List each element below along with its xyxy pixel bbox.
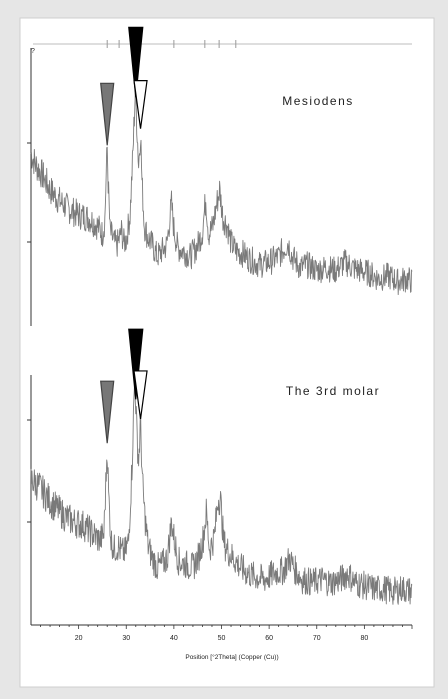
- top-axis-markers: [106, 40, 237, 48]
- panel-2-spectrum-line: [30, 372, 413, 605]
- x-axis: 20 30 40 50 60 70 80 Position [°2Theta] (Coppe…: [31, 624, 413, 661]
- panel-2-arrow-black: [128, 328, 144, 400]
- panel-1-arrow-white: [133, 80, 148, 129]
- x-tick-label-60: 60: [265, 635, 273, 642]
- x-tick-label-30: 30: [122, 635, 130, 642]
- figure-background: [19, 17, 435, 688]
- panel-2-arrow-white: [133, 370, 148, 420]
- x-axis-title: Position [°2Theta] (Copper (Cu)): [185, 653, 278, 661]
- panel-1-arrow-black: [128, 26, 144, 98]
- x-axis-ticks: 20 30 40 50 60 70 80: [40, 625, 413, 642]
- corner-label: ?: [31, 48, 35, 55]
- panel-2-arrow-grey: [100, 380, 115, 444]
- x-tick-label-50: 50: [218, 635, 226, 642]
- x-tick-label-20: 20: [75, 635, 83, 642]
- panel-1: Mesiodens: [27, 26, 413, 326]
- panel-2: The 3rd molar: [27, 328, 413, 625]
- panel-2-label: The 3rd molar: [286, 384, 380, 398]
- spectra-panels: Mesiodens The 3rd molar: [27, 26, 413, 625]
- panel-1-spectrum-line: [30, 86, 413, 296]
- x-tick-label-80: 80: [360, 635, 368, 642]
- x-tick-label-70: 70: [313, 635, 321, 642]
- panel-1-label: Mesiodens: [282, 94, 354, 108]
- x-tick-label-40: 40: [170, 635, 178, 642]
- panel-1-arrow-grey: [100, 82, 115, 146]
- top-axis: [33, 40, 412, 48]
